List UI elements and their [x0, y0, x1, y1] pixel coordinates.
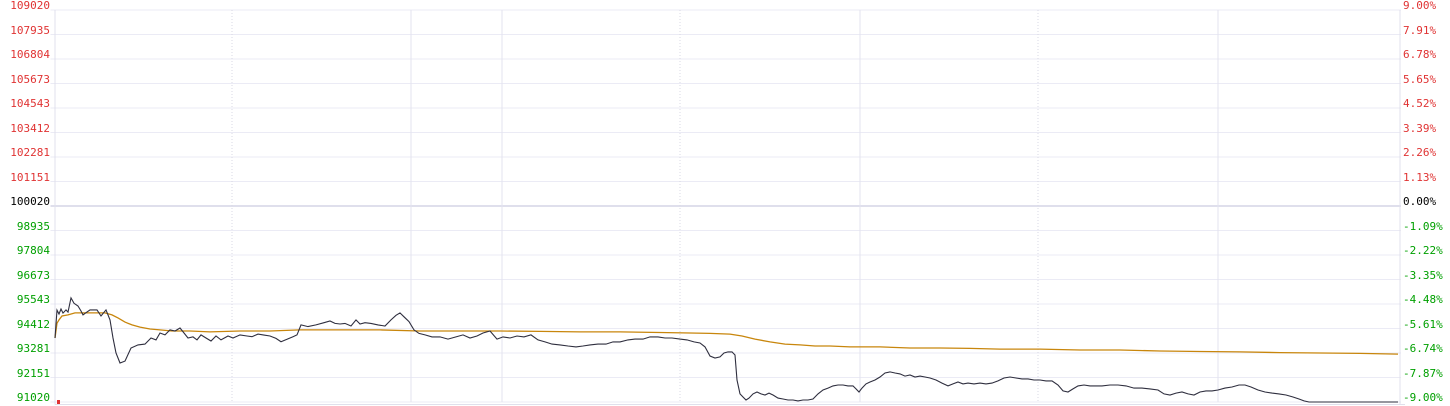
open-red-tick	[57, 400, 60, 404]
left-axis-label: 92151	[16, 366, 50, 380]
right-axis-label: -2.22%	[1403, 244, 1443, 257]
right-axis-label: -3.35%	[1403, 268, 1443, 282]
right-axis-label: 5.65%	[1403, 72, 1437, 86]
right-axis-label: 1.13%	[1403, 170, 1437, 184]
left-axis-label: 98935	[16, 219, 50, 233]
price-line	[54, 296, 1398, 403]
left-axis-label: 107935	[10, 23, 50, 37]
left-axis-label: 91020	[16, 391, 50, 404]
right-axis-label: 3.39%	[1403, 121, 1437, 135]
right-axis-label: 9.00%	[1403, 0, 1437, 12]
right-axis-label: -9.00%	[1403, 391, 1443, 404]
left-axis-label: 109020	[10, 0, 50, 12]
left-axis-label: 95543	[16, 293, 50, 306]
right-axis-label: 0.00%	[1403, 195, 1437, 208]
right-axis-label: -4.48%	[1403, 293, 1443, 306]
right-axis-label: 7.91%	[1403, 23, 1437, 37]
left-axis-label: 100020	[10, 195, 50, 208]
left-axis-label: 97804	[16, 244, 50, 257]
left-axis-label: 106804	[10, 48, 50, 61]
right-axis-label: -7.87%	[1403, 366, 1443, 380]
left-axis-label: 93281	[16, 342, 50, 355]
right-axis-label: -6.74%	[1403, 342, 1443, 355]
right-axis-label: -5.61%	[1403, 317, 1443, 331]
left-axis-label: 101151	[10, 170, 50, 184]
left-axis-label: 105673	[10, 72, 50, 86]
right-axis-label: -1.09%	[1403, 219, 1443, 233]
left-axis-label: 104543	[10, 97, 50, 110]
left-axis-label: 94412	[16, 317, 50, 331]
average-line	[54, 312, 1399, 355]
right-axis-label: 4.52%	[1403, 97, 1437, 110]
right-axis-label: 2.26%	[1403, 146, 1437, 159]
left-axis-label: 96673	[16, 268, 50, 282]
left-axis-label: 102281	[10, 146, 50, 159]
left-axis-label: 103412	[10, 121, 50, 135]
right-axis-label: 6.78%	[1403, 48, 1437, 61]
